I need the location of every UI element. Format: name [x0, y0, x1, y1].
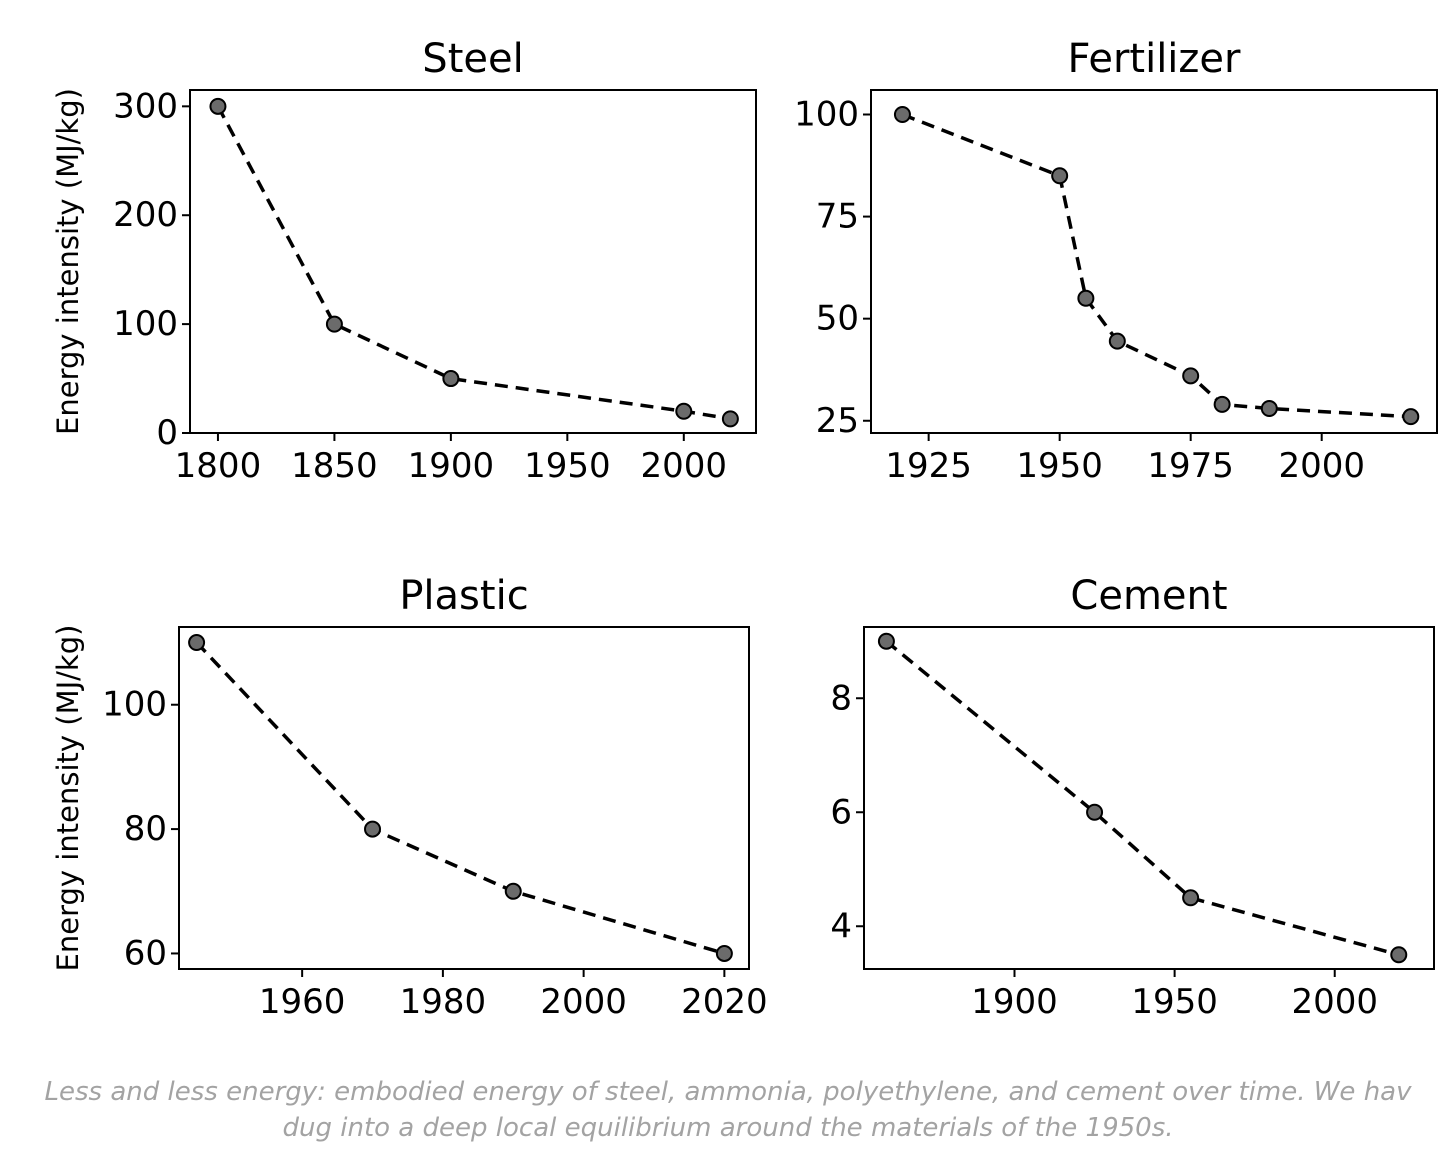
figure: Steel Energy intensity (MJ/kg) 1800 1850 190… — [51, 36, 1438, 1022]
chart-1-xtick-label-0: 1925 — [885, 446, 972, 486]
chart-0-series-line — [216, 105, 731, 421]
chart-0-title: Steel — [422, 36, 523, 82]
chart-0-ytick-label-3: 300 — [113, 86, 178, 126]
chart-2-plot-frame — [178, 626, 750, 970]
chart-2-xtick-label-3: 2020 — [681, 982, 768, 1022]
chart-3-point-3 — [1390, 946, 1408, 964]
chart-3-ytick-label-0: 4 — [830, 906, 852, 946]
chart-1-ytick-label-2: 75 — [816, 197, 859, 237]
chart-3-point-0 — [877, 632, 895, 650]
chart-0-point-2 — [442, 370, 460, 388]
chart-0-point-4 — [721, 410, 739, 428]
chart-0-plot-frame — [189, 89, 757, 434]
chart-2-ytick-label-1: 80 — [124, 809, 167, 849]
chart-2-xtick-label-2: 2000 — [540, 982, 627, 1022]
chart-0-ylabel: Energy intensity (MJ/kg) — [51, 88, 85, 435]
chart-1-point-1 — [1051, 167, 1069, 185]
chart-cement: Cement 1900 1950 2000 4 6 8 — [830, 573, 1435, 1022]
chart-0-xtick-label-3: 1950 — [524, 446, 611, 486]
chart-3-xtick-label-2: 2000 — [1291, 982, 1378, 1022]
chart-1-point-5 — [1213, 395, 1231, 413]
chart-3-point-2 — [1182, 889, 1200, 907]
chart-1-xtick-label-3: 2000 — [1278, 446, 1365, 486]
chart-1-xtick-label-1: 1950 — [1016, 446, 1103, 486]
chart-3-xtick-label-0: 1900 — [971, 982, 1058, 1022]
caption-line-1: Less and less energy: embodied energy of… — [44, 1077, 1412, 1107]
chart-1-xtick-label-2: 1975 — [1147, 446, 1234, 486]
chart-0-xtick-label-0: 1800 — [175, 446, 262, 486]
chart-3-plot-frame — [863, 626, 1435, 970]
chart-2-point-3 — [715, 944, 733, 962]
chart-plastic: Plastic Energy intensity (MJ/kg) 1960 1980 2… — [51, 573, 768, 1022]
chart-1-point-6 — [1260, 400, 1278, 417]
chart-0-ytick-label-1: 100 — [113, 304, 178, 344]
chart-1-point-3 — [1108, 332, 1126, 350]
caption-line-2: dug into a deep local equilibrium around… — [282, 1113, 1174, 1143]
chart-3-ytick-label-1: 6 — [830, 792, 852, 832]
chart-0-point-1 — [325, 315, 343, 333]
chart-1-point-2 — [1077, 289, 1095, 307]
chart-fertilizer: Fertilizer 1925 1950 1975 2000 25 50 75 100 — [794, 36, 1438, 486]
chart-1-point-7 — [1402, 408, 1420, 426]
chart-0-ytick-label-0: 0 — [156, 413, 178, 453]
chart-0-xtick-label-4: 2000 — [641, 446, 728, 486]
chart-3-series-line — [885, 639, 1400, 957]
chart-0-xtick-label-1: 1850 — [291, 446, 378, 486]
chart-1-point-4 — [1182, 367, 1200, 385]
chart-2-ytick-label-0: 60 — [124, 933, 167, 973]
chart-1-ytick-label-1: 50 — [816, 299, 859, 339]
chart-steel: Steel Energy intensity (MJ/kg) 1800 1850 190… — [51, 36, 757, 486]
chart-2-title: Plastic — [399, 573, 528, 619]
chart-2-point-0 — [188, 634, 206, 652]
chart-3-xtick-label-1: 1950 — [1131, 982, 1218, 1022]
chart-1-title: Fertilizer — [1068, 36, 1242, 82]
chart-2-xtick-label-1: 1980 — [400, 982, 487, 1022]
chart-2-xtick-label-0: 1960 — [259, 982, 346, 1022]
chart-2-ylabel: Energy intensity (MJ/kg) — [51, 625, 85, 972]
figure-caption: Less and less energy: embodied energy of… — [0, 1074, 1456, 1146]
chart-1-series-line — [901, 112, 1411, 419]
chart-3-ytick-label-2: 8 — [830, 678, 852, 718]
chart-0-point-0 — [209, 97, 227, 115]
chart-1-ytick-label-0: 25 — [816, 401, 859, 441]
chart-2-ytick-label-2: 100 — [102, 685, 167, 725]
chart-3-title: Cement — [1070, 573, 1227, 619]
chart-3-point-1 — [1086, 803, 1104, 821]
chart-1-ytick-label-3: 100 — [794, 95, 859, 135]
chart-1-point-0 — [893, 106, 911, 123]
chart-2-series-line — [195, 641, 725, 956]
chart-0-point-3 — [675, 402, 693, 420]
chart-1-plot-frame — [870, 89, 1438, 434]
chart-0-xtick-label-2: 1900 — [408, 446, 495, 486]
chart-0-ytick-label-2: 200 — [113, 195, 178, 235]
chart-2-point-2 — [504, 882, 522, 900]
chart-2-point-1 — [364, 820, 382, 838]
